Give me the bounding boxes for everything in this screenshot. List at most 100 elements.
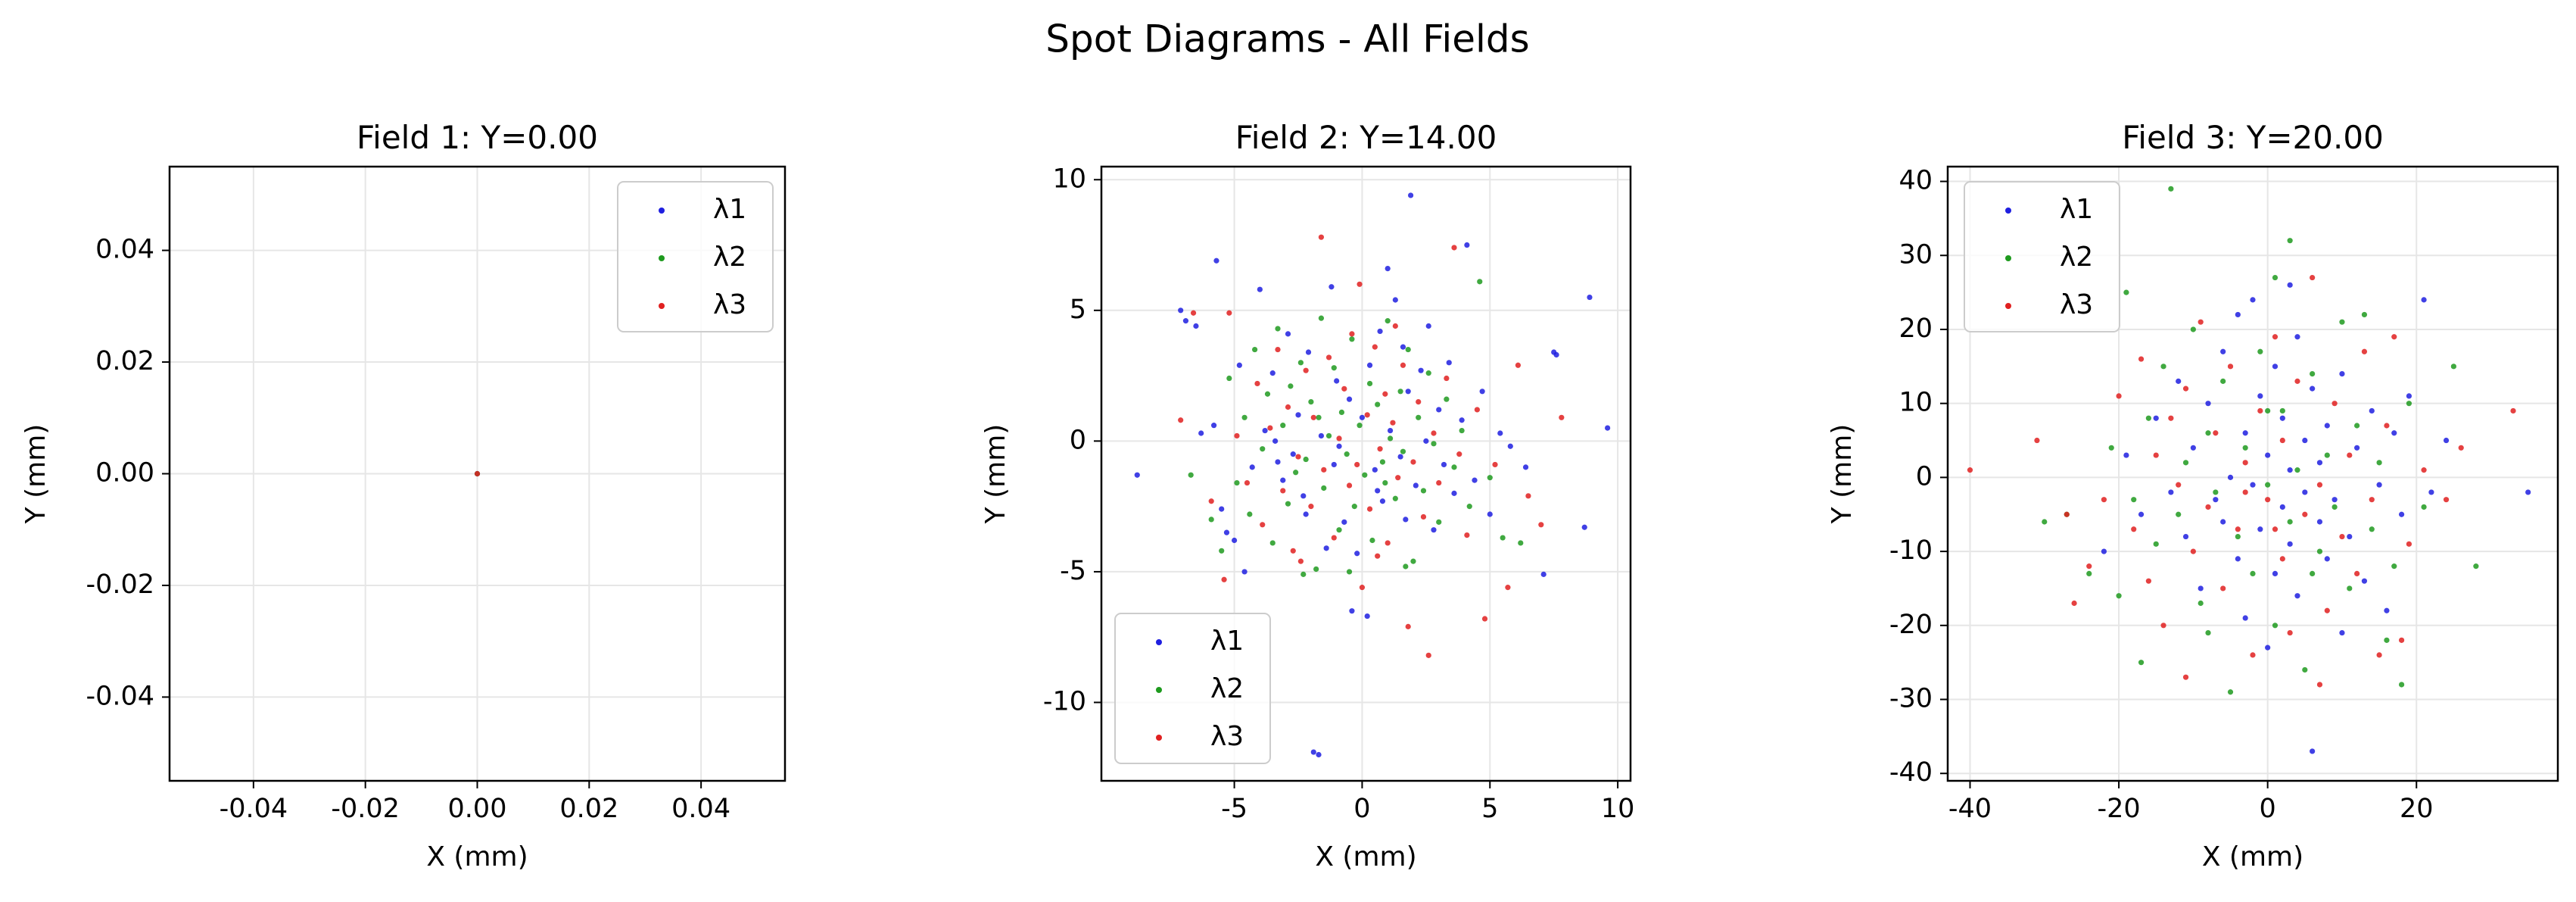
axes-frame <box>1946 165 2559 782</box>
data-point <box>2428 489 2434 495</box>
y-tick-label: 10 <box>1899 388 1933 418</box>
y-axis-label: Y (mm) <box>1827 424 1858 525</box>
data-point <box>2406 401 2412 407</box>
legend: λ1 λ2 λ3 <box>1964 181 2120 332</box>
data-point <box>1466 504 1472 510</box>
data-point <box>2265 452 2271 458</box>
data-point <box>1446 360 1452 366</box>
data-point <box>2131 526 2137 532</box>
data-point <box>2198 585 2204 591</box>
data-point <box>1318 432 1325 439</box>
data-point <box>1540 571 1547 577</box>
data-point <box>1331 461 1337 468</box>
data-point <box>1444 396 1450 402</box>
data-point <box>1420 488 1427 494</box>
data-point <box>2176 378 2182 384</box>
data-point <box>1264 391 1271 397</box>
data-point <box>1451 464 1457 470</box>
data-point <box>2235 556 2241 562</box>
series-3-points <box>474 470 481 477</box>
panel-1: -0.04 -0.02 0.00 0.02 0.04 -0.04 -0.02 0.00 0.02… <box>20 119 787 872</box>
data-point <box>1275 326 1281 332</box>
data-point <box>1407 192 1414 198</box>
figure-title: Spot Diagrams - All Fields <box>1045 17 1529 61</box>
data-point <box>1456 451 1462 457</box>
y-tick-label: -0.04 <box>86 681 154 711</box>
data-point <box>2257 393 2263 399</box>
data-point <box>1354 551 1360 557</box>
data-point <box>1323 545 1329 551</box>
data-point <box>1275 346 1281 353</box>
data-point <box>1515 362 1522 368</box>
data-point <box>2354 570 2360 577</box>
data-point <box>1425 652 1431 658</box>
data-point <box>2205 504 2211 510</box>
data-point <box>1336 435 1342 442</box>
data-point <box>2324 556 2330 562</box>
x-tick-label: 20 <box>2400 794 2434 824</box>
data-point <box>1303 456 1309 463</box>
data-point <box>1351 504 1357 510</box>
data-point <box>2421 504 2427 510</box>
data-point <box>2138 660 2145 666</box>
data-point <box>2145 415 2151 421</box>
data-point <box>2145 578 2151 584</box>
panel-title: Field 1: Y=0.00 <box>357 119 598 156</box>
data-point <box>2227 689 2234 695</box>
data-point <box>2331 497 2338 503</box>
data-point <box>1316 751 1322 758</box>
data-point <box>2384 423 2390 429</box>
data-point <box>1297 360 1304 366</box>
data-point <box>2265 407 2271 414</box>
y-tick-label: 30 <box>1899 239 1933 270</box>
x-tick-label: -0.04 <box>220 794 288 824</box>
data-point <box>1285 404 1291 410</box>
data-point <box>2361 311 2368 318</box>
data-point <box>1416 414 1422 420</box>
data-point <box>1405 389 1411 395</box>
data-point <box>2324 452 2330 458</box>
data-point <box>1262 427 1268 434</box>
data-point <box>2272 623 2279 629</box>
data-point <box>2272 364 2279 370</box>
data-point <box>2235 311 2241 318</box>
data-point <box>2331 401 2338 407</box>
data-point <box>1359 585 1366 591</box>
data-point <box>1285 331 1291 337</box>
data-point <box>2257 348 2263 354</box>
legend-label: λ2 <box>713 242 746 273</box>
data-point <box>2242 460 2248 466</box>
data-point <box>1346 569 1353 575</box>
y-tick-label: -20 <box>1889 610 1933 640</box>
data-point <box>1198 430 1204 436</box>
data-point <box>2316 482 2323 488</box>
data-point <box>2101 548 2107 554</box>
data-point <box>2205 629 2211 636</box>
data-point <box>2376 460 2382 466</box>
data-point <box>1300 493 1307 499</box>
data-point <box>1280 488 1286 494</box>
data-point <box>1349 336 1355 342</box>
data-point <box>2287 467 2293 473</box>
data-point <box>2138 356 2145 362</box>
data-point <box>1336 527 1342 533</box>
data-point <box>2310 370 2316 377</box>
data-point <box>2376 652 2382 658</box>
data-point <box>2339 629 2345 636</box>
data-point <box>1336 443 1342 449</box>
legend-marker <box>2005 303 2011 309</box>
data-point <box>2294 334 2300 340</box>
data-point <box>1505 585 1511 591</box>
x-axis-label: X (mm) <box>2202 841 2303 872</box>
data-point <box>1522 464 1529 470</box>
data-point <box>1226 375 1232 382</box>
panel-title: Field 2: Y=14.00 <box>1235 119 1497 156</box>
data-point <box>1223 529 1230 535</box>
data-point <box>1213 257 1219 264</box>
panel-title: Field 3: Y=20.00 <box>2122 119 2384 156</box>
data-point <box>2525 489 2531 495</box>
data-point <box>2168 415 2174 421</box>
series-2-points <box>1188 279 1524 577</box>
data-point <box>2153 415 2159 421</box>
data-point <box>1290 451 1296 457</box>
